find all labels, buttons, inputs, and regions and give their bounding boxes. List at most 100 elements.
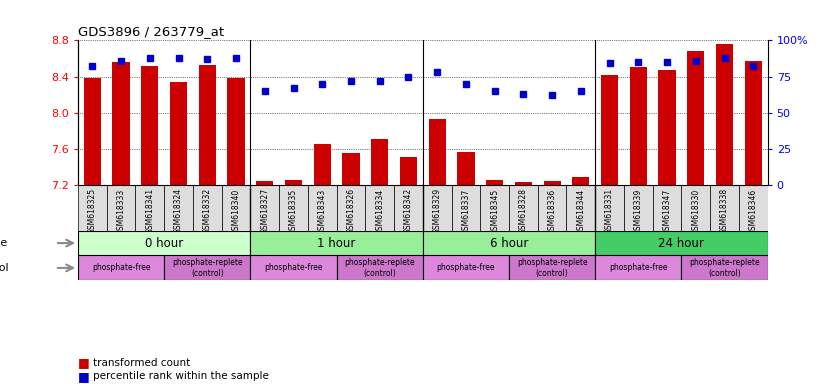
Text: phosphate-free: phosphate-free — [92, 263, 150, 272]
Text: GSM618346: GSM618346 — [749, 188, 758, 235]
Bar — [342, 152, 360, 185]
Text: GSM618341: GSM618341 — [145, 188, 154, 235]
Bar — [745, 61, 762, 185]
Text: 6 hour: 6 hour — [490, 237, 528, 250]
Bar — [222, 185, 250, 231]
Bar — [601, 75, 618, 185]
Bar — [716, 44, 733, 185]
Bar — [164, 255, 250, 280]
Text: GSM618325: GSM618325 — [88, 188, 97, 235]
Bar — [710, 185, 739, 231]
Text: GSM618347: GSM618347 — [663, 188, 672, 235]
Text: GSM618342: GSM618342 — [404, 188, 413, 235]
Text: GSM618336: GSM618336 — [548, 188, 557, 235]
Bar — [164, 185, 193, 231]
Bar — [84, 78, 101, 185]
Bar — [515, 182, 532, 185]
Text: GSM618337: GSM618337 — [461, 188, 470, 235]
Bar — [423, 185, 452, 231]
Bar — [337, 185, 365, 231]
Bar — [480, 185, 509, 231]
Text: growth protocol: growth protocol — [0, 263, 8, 273]
Text: GSM618327: GSM618327 — [260, 188, 269, 235]
Bar — [400, 157, 417, 185]
Text: GSM618324: GSM618324 — [174, 188, 183, 235]
Bar — [193, 185, 222, 231]
Text: phosphate-replete
(control): phosphate-replete (control) — [516, 258, 588, 278]
Bar — [739, 185, 768, 231]
Bar — [227, 78, 245, 185]
Bar — [394, 185, 423, 231]
Bar — [78, 231, 250, 255]
Text: phosphate-replete
(control): phosphate-replete (control) — [344, 258, 415, 278]
Bar — [566, 185, 595, 231]
Bar — [509, 185, 538, 231]
Text: GSM618330: GSM618330 — [691, 188, 700, 235]
Bar — [538, 185, 566, 231]
Bar — [681, 185, 710, 231]
Bar — [429, 119, 446, 185]
Bar — [250, 231, 423, 255]
Bar — [170, 82, 187, 185]
Bar — [544, 180, 561, 185]
Bar — [486, 180, 503, 185]
Text: GSM618331: GSM618331 — [605, 188, 614, 235]
Text: GSM618326: GSM618326 — [346, 188, 355, 235]
Text: GSM618334: GSM618334 — [375, 188, 384, 235]
Bar — [308, 185, 337, 231]
Text: 24 hour: 24 hour — [658, 237, 704, 250]
Text: GSM618345: GSM618345 — [490, 188, 499, 235]
Text: GSM618344: GSM618344 — [576, 188, 585, 235]
Text: phosphate-free: phosphate-free — [264, 263, 323, 272]
Bar — [681, 255, 768, 280]
Bar — [107, 185, 135, 231]
Text: GSM618335: GSM618335 — [289, 188, 298, 235]
Bar — [457, 152, 475, 185]
Text: phosphate-replete
(control): phosphate-replete (control) — [172, 258, 243, 278]
Text: 1 hour: 1 hour — [318, 237, 355, 250]
Bar — [78, 185, 107, 231]
Bar — [285, 180, 302, 185]
Text: GSM618329: GSM618329 — [433, 188, 442, 235]
Bar — [653, 185, 681, 231]
Bar — [256, 180, 273, 185]
Bar — [78, 255, 164, 280]
Bar — [337, 255, 423, 280]
Text: GSM618328: GSM618328 — [519, 188, 528, 234]
Text: phosphate-free: phosphate-free — [437, 263, 495, 272]
Bar — [365, 185, 394, 231]
Text: ■: ■ — [78, 370, 94, 383]
Bar — [630, 66, 647, 185]
Bar — [423, 255, 509, 280]
Text: GSM618333: GSM618333 — [117, 188, 126, 235]
Text: GSM618343: GSM618343 — [318, 188, 327, 235]
Bar — [595, 185, 624, 231]
Bar — [112, 62, 130, 185]
Bar — [509, 255, 595, 280]
Bar — [452, 185, 480, 231]
Text: GSM618340: GSM618340 — [232, 188, 241, 235]
Bar — [279, 185, 308, 231]
Bar — [658, 70, 676, 185]
Bar — [314, 144, 331, 185]
Bar — [595, 255, 681, 280]
Bar — [423, 231, 595, 255]
Text: time: time — [0, 238, 8, 248]
Text: GSM618339: GSM618339 — [634, 188, 643, 235]
Text: GSM618338: GSM618338 — [720, 188, 729, 235]
Bar — [572, 177, 589, 185]
Text: 0 hour: 0 hour — [145, 237, 183, 250]
Bar — [250, 255, 337, 280]
Bar — [371, 139, 388, 185]
Bar — [250, 185, 279, 231]
Text: phosphate-replete
(control): phosphate-replete (control) — [689, 258, 760, 278]
Text: transformed count: transformed count — [93, 358, 190, 368]
Text: phosphate-free: phosphate-free — [609, 263, 667, 272]
Text: GDS3896 / 263779_at: GDS3896 / 263779_at — [78, 25, 224, 38]
Bar — [199, 65, 216, 185]
Bar — [624, 185, 653, 231]
Text: GSM618332: GSM618332 — [203, 188, 212, 235]
Bar — [135, 185, 164, 231]
Bar — [595, 231, 768, 255]
Bar — [141, 66, 158, 185]
